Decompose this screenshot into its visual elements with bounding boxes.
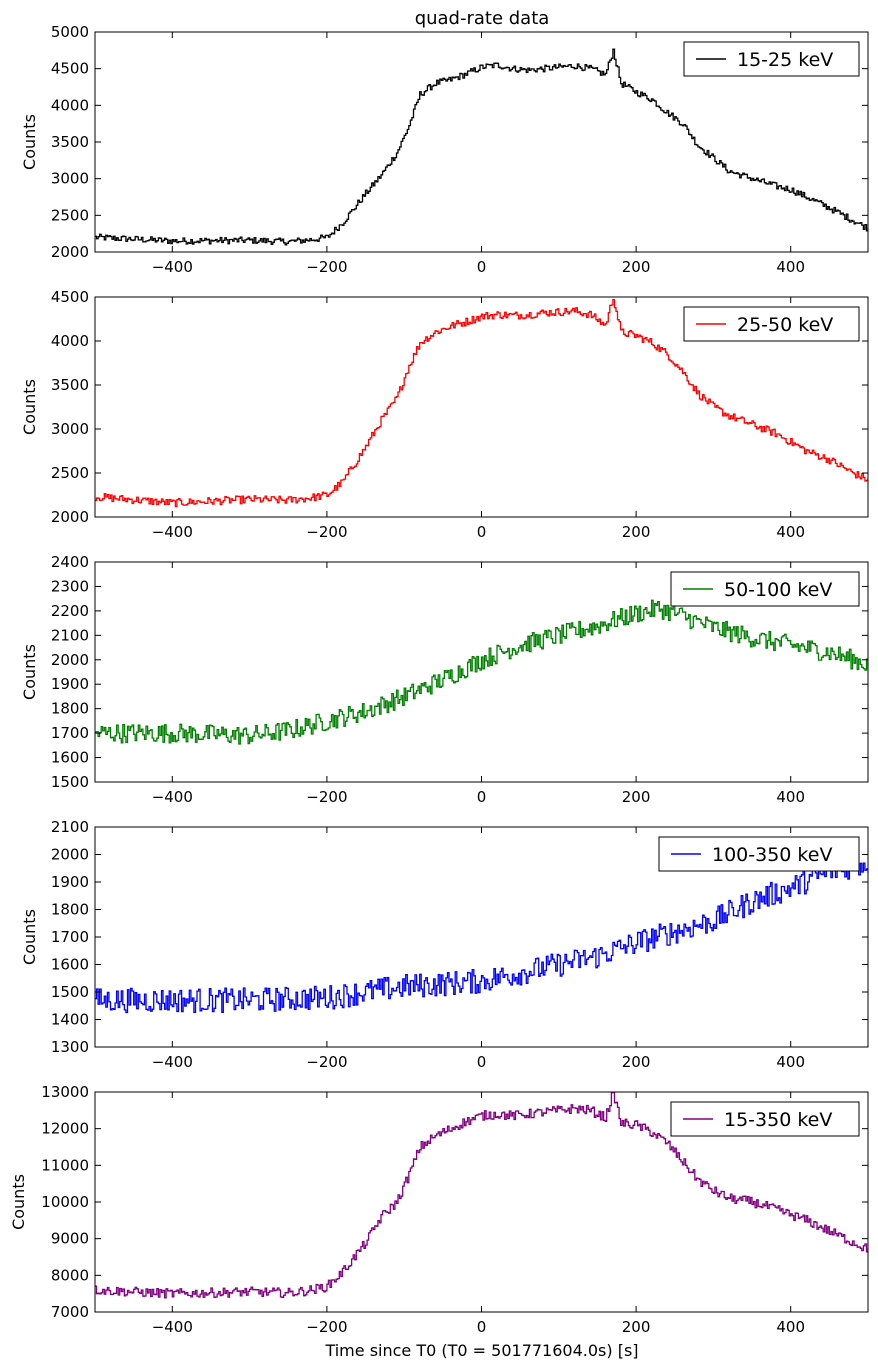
legend-label: 15-25 keV (737, 49, 833, 71)
x-tick-label: −400 (152, 1318, 193, 1336)
legend-box (658, 836, 860, 872)
y-tick-label: 2500 (51, 464, 89, 482)
legend: 15-350 keV (670, 1101, 860, 1137)
x-tick-label: 0 (477, 1318, 487, 1336)
y-axis-label: Counts (9, 1174, 28, 1230)
y-tick-label: 5000 (51, 23, 89, 41)
series-line-15-350-kev (95, 1092, 868, 1299)
y-tick-label: 2100 (51, 626, 89, 644)
x-tick-label: −200 (306, 1053, 347, 1071)
legend: 50-100 keV (670, 571, 860, 607)
legend: 15-25 keV (683, 41, 860, 77)
legend: 25-50 keV (683, 306, 860, 342)
y-tick-label: 13000 (41, 1083, 89, 1101)
chart-panel-2: −400 −200 0 200 400 2000 2500 3000 3500 4000 4500 C… (20, 288, 869, 541)
y-tick-label: 1800 (51, 700, 89, 718)
x-tick-label: −400 (152, 1053, 193, 1071)
legend: 100-350 keV (658, 836, 860, 872)
x-tick-label: −200 (306, 523, 347, 541)
y-tick-label: 4000 (51, 96, 89, 114)
legend-label: 25-50 keV (737, 314, 833, 336)
y-tick-label: 2000 (51, 651, 89, 669)
y-tick-label: 9000 (51, 1230, 89, 1248)
x-tick-label: −200 (306, 788, 347, 806)
y-tick-label: 3000 (51, 170, 89, 188)
legend-label: 15-350 keV (724, 1109, 832, 1131)
x-tick-label: 200 (622, 1053, 651, 1071)
x-tick-label: 0 (477, 258, 487, 276)
y-tick-label: 11000 (41, 1156, 89, 1174)
x-tick-label: −400 (152, 788, 193, 806)
chart-panel-1: −400 −200 0 200 400 2000 2500 3000 3500 4000 4500 5… (20, 23, 869, 276)
y-tick-label: 3000 (51, 420, 89, 438)
y-tick-label: 2000 (51, 846, 89, 864)
x-tick-label: −200 (306, 258, 347, 276)
y-tick-label: 10000 (41, 1193, 89, 1211)
chart-panel-5: −400 −200 0 200 400 7000 8000 9000 10000 11000 120… (9, 1083, 869, 1336)
y-tick-label: 2400 (51, 553, 89, 571)
y-tick-label: 4500 (51, 288, 89, 306)
y-tick-label: 8000 (51, 1266, 89, 1284)
y-tick-label: 7000 (51, 1303, 89, 1321)
x-tick-label: 200 (622, 258, 651, 276)
x-tick-label: 0 (477, 523, 487, 541)
y-tick-label: 1500 (51, 983, 89, 1001)
x-tick-label: −400 (152, 523, 193, 541)
series-line-25-50-kev (95, 298, 868, 508)
series-line-50-100-kev (95, 599, 868, 745)
y-axis-label: Counts (20, 114, 39, 170)
y-axis-label: Counts (20, 644, 39, 700)
x-tick-label: 400 (776, 1053, 805, 1071)
y-tick-label: 2000 (51, 508, 89, 526)
y-tick-label: 1300 (51, 1038, 89, 1056)
chart-panel-3: −400 −200 0 200 400 1500 1600 1700 1800 1900 2000 2… (20, 553, 869, 806)
y-tick-label: 1500 (51, 773, 89, 791)
y-tick-label: 4500 (51, 60, 89, 78)
y-tick-label: 1600 (51, 749, 89, 767)
y-axis-label: Counts (20, 909, 39, 965)
y-tick-label: 2500 (51, 206, 89, 224)
x-tick-label: 0 (477, 1053, 487, 1071)
x-tick-label: 400 (776, 258, 805, 276)
y-tick-label: 2000 (51, 243, 89, 261)
series-line-100-350-kev (95, 858, 868, 1014)
y-tick-label: 1900 (51, 873, 89, 891)
y-tick-label: 2200 (51, 602, 89, 620)
legend-label: 50-100 keV (724, 579, 832, 601)
y-tick-label: 1700 (51, 928, 89, 946)
x-tick-label: 400 (776, 523, 805, 541)
x-tick-label: 400 (776, 1318, 805, 1336)
y-tick-label: 2100 (51, 818, 89, 836)
y-tick-label: 1800 (51, 901, 89, 919)
y-tick-label: 1700 (51, 724, 89, 742)
chart-panel-4: −400 −200 0 200 400 1300 1400 1500 1600 1700 1800 1… (20, 818, 869, 1071)
y-tick-label: 1600 (51, 956, 89, 974)
x-tick-label: 200 (622, 1318, 651, 1336)
y-tick-label: 12000 (41, 1120, 89, 1138)
x-tick-label: −200 (306, 1318, 347, 1336)
y-tick-label: 1900 (51, 675, 89, 693)
y-tick-label: 4000 (51, 332, 89, 350)
x-axis-label: Time since T0 (T0 = 501771604.0s) [s] (324, 1341, 638, 1360)
y-tick-label: 3500 (51, 376, 89, 394)
figure-title: quad-rate data (415, 8, 550, 29)
series-line-15-25-kev (95, 48, 868, 246)
y-tick-label: 1400 (51, 1011, 89, 1029)
x-tick-label: 200 (622, 523, 651, 541)
x-tick-label: 200 (622, 788, 651, 806)
legend-label: 100-350 keV (712, 844, 832, 866)
y-axis-label: Counts (20, 379, 39, 435)
x-tick-label: 400 (776, 788, 805, 806)
x-tick-label: 0 (477, 788, 487, 806)
x-tick-label: −400 (152, 258, 193, 276)
y-tick-label: 2300 (51, 577, 89, 595)
y-tick-label: 3500 (51, 133, 89, 151)
